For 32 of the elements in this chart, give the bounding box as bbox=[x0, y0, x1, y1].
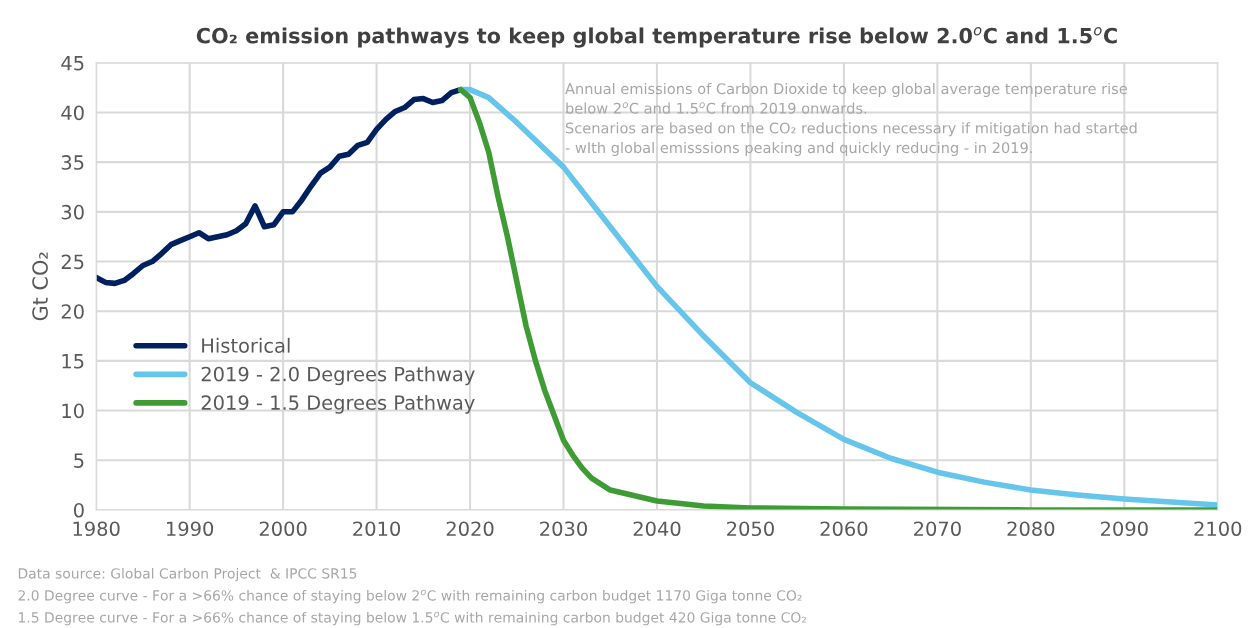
x-tick-label: 1990 bbox=[167, 521, 214, 537]
x-tick-label: 2090 bbox=[1100, 521, 1148, 537]
y-tick-label: 15 bbox=[62, 354, 84, 369]
x-tick-label: 2070 bbox=[914, 521, 961, 537]
chart-title: CO₂ emission pathways to keep global temperature rise below 2.0$^{o}$C and 1.5$^{o}$C bbox=[196, 27, 1117, 48]
y-axis-title: Gt CO₂ bbox=[32, 252, 48, 321]
text: 1.5 Degree curve - For a >66% chance of staying below 1.5$^{o}$C with remaining carbon budget 420 Giga tonne CO₂ bbox=[19, 611, 806, 626]
x-tick-label: 2010 bbox=[353, 521, 401, 537]
y-tick-label: 20 bbox=[61, 304, 84, 319]
y-tick-label: 25 bbox=[61, 254, 84, 270]
x-tick-label: 2080 bbox=[1007, 521, 1055, 537]
annotation: Annual emissions of Carbon Dioxide to keep global average temperature rise below 2$^{o}$C and 1.5$^{o}$C from 2019 onwards. Scenarios are based on the CO₂ reductions necessary if mitigation had started - wIth global emisssions peaking and quickly reducing - in 2019. bbox=[565, 82, 1137, 156]
text: 2.0 Degree curve - For a >66% chance of staying below 2$^{o}$C with remaining carbon budget 1170 Giga tonne CO₂ bbox=[18, 589, 802, 604]
x-tick-label: 2100 bbox=[1194, 521, 1242, 537]
x-tick-label: 1980 bbox=[73, 521, 120, 537]
y-tick-label: 40 bbox=[61, 105, 84, 121]
y-tick-label: 30 bbox=[61, 204, 84, 220]
x-tick-label: 2020 bbox=[446, 521, 494, 537]
y-tick-label: 0 bbox=[73, 502, 84, 518]
x-tick-label: 2030 bbox=[540, 521, 587, 537]
legend-label: 2019 - 1.5 Degrees Pathway bbox=[201, 394, 475, 414]
legend-label: Historical bbox=[202, 337, 290, 353]
legend-label: 2019 - 2.0 Degrees Pathway bbox=[201, 366, 475, 386]
source-note: Data source: Global Carbon Project & IPCC SR15 bbox=[18, 567, 357, 582]
y-tick-label: 45 bbox=[61, 56, 84, 71]
x-tick-label: 2060 bbox=[820, 521, 868, 537]
x-tick-label: 2050 bbox=[727, 521, 774, 537]
y-tick-label: 5 bbox=[74, 453, 84, 468]
x-tick-label: 2000 bbox=[259, 521, 307, 537]
y-tick-label: 10 bbox=[62, 403, 84, 419]
x-tick-label: 2040 bbox=[633, 521, 681, 537]
y-tick-label: 35 bbox=[61, 155, 84, 170]
